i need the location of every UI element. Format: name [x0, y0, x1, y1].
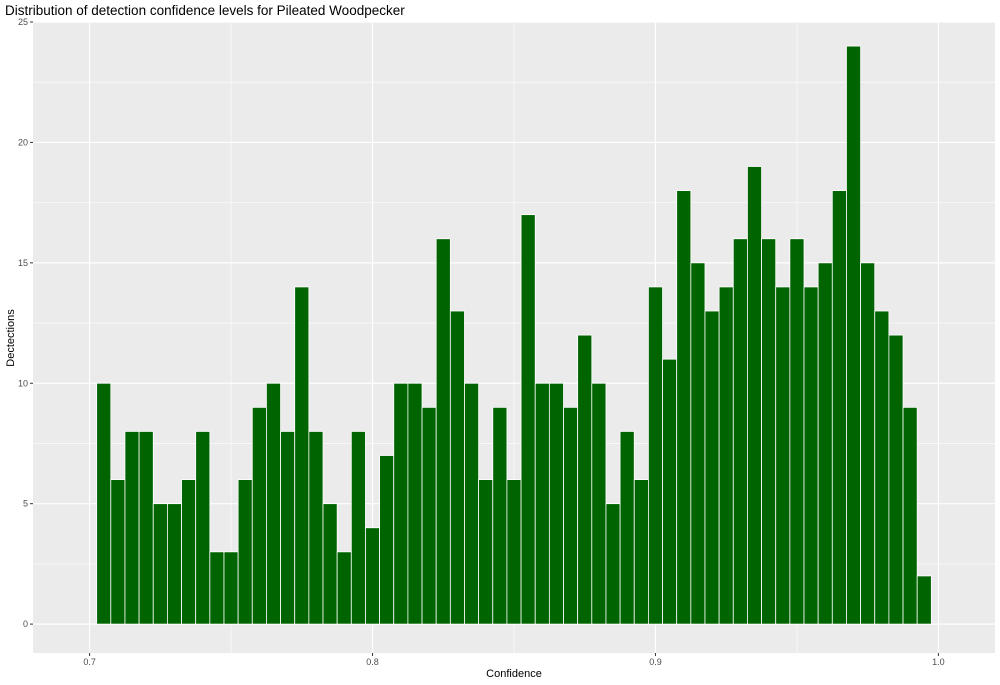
histogram-bar	[96, 382, 112, 625]
histogram-bar	[336, 551, 352, 625]
histogram-bar	[322, 503, 338, 625]
histogram-bar	[831, 190, 847, 625]
histogram-bar	[308, 431, 324, 625]
histogram-bar	[110, 479, 126, 625]
histogram-bar	[266, 382, 281, 625]
chart-title: Distribution of detection confidence lev…	[5, 3, 405, 18]
y-tick-label: 25	[18, 17, 28, 27]
histogram-bar	[506, 479, 522, 625]
histogram-bar	[789, 238, 805, 625]
x-axis-title: Confidence	[486, 668, 542, 680]
histogram-bar	[379, 455, 395, 625]
histogram-bar	[563, 406, 579, 625]
histogram-bar	[662, 358, 678, 625]
histogram-bar	[747, 166, 762, 625]
histogram-bar	[803, 286, 819, 625]
histogram-bar	[166, 503, 182, 625]
histogram-bar	[280, 431, 296, 625]
y-tick-label: 15	[18, 258, 28, 268]
y-tick-label: 5	[23, 499, 28, 509]
histogram-bar	[350, 431, 366, 625]
histogram-bar	[874, 310, 890, 625]
histogram-bar	[464, 382, 480, 625]
x-tick-label: 0.9	[649, 657, 662, 667]
histogram-bar	[718, 286, 734, 625]
histogram-bar	[619, 431, 635, 625]
x-tick-label: 1.0	[932, 657, 945, 667]
histogram-bar	[152, 503, 168, 625]
histogram-bar	[209, 551, 225, 625]
histogram-bar	[195, 431, 211, 625]
histogram-bar	[548, 382, 564, 625]
histogram-bar	[916, 575, 932, 625]
histogram-bar	[732, 238, 748, 625]
histogram-bar	[435, 238, 451, 625]
y-tick-label: 0	[23, 619, 28, 629]
histogram-bar	[761, 238, 777, 625]
histogram-bar	[181, 479, 197, 625]
histogram-bar	[647, 286, 663, 625]
histogram-bar	[365, 527, 381, 625]
histogram-bar	[138, 431, 154, 625]
y-tick-label: 20	[18, 137, 28, 147]
x-tick-label: 0.8	[366, 657, 379, 667]
x-tick-label: 0.7	[83, 657, 96, 667]
histogram-bar	[393, 382, 409, 625]
histogram-bar	[534, 382, 550, 625]
y-tick-label: 10	[18, 378, 28, 388]
x-axis-ticks: 0.7 0.8 0.9 1.0	[83, 653, 945, 667]
histogram-bar	[421, 406, 437, 625]
histogram-bar	[888, 334, 904, 625]
histogram-bar	[478, 479, 494, 625]
histogram-bar	[775, 286, 791, 625]
histogram-bar	[407, 382, 423, 625]
histogram-bar	[817, 262, 833, 625]
histogram-bar	[676, 190, 692, 625]
histogram-bar	[704, 310, 720, 625]
histogram-bar	[577, 334, 593, 625]
histogram-bar	[237, 479, 253, 625]
histogram-bar	[690, 262, 706, 625]
histogram-bar	[492, 406, 508, 625]
histogram-bar	[251, 406, 267, 625]
bars	[96, 45, 932, 625]
y-axis-title: Dectections	[5, 309, 17, 367]
histogram-bar	[294, 286, 310, 625]
histogram-bar	[605, 503, 621, 625]
histogram-bar	[124, 431, 140, 625]
histogram-bar	[449, 310, 465, 625]
histogram-bar	[846, 45, 862, 625]
histogram-bar	[520, 214, 536, 625]
histogram-bar	[860, 262, 876, 625]
histogram-bar	[902, 406, 918, 625]
histogram-bar	[591, 382, 607, 625]
histogram-bar	[223, 551, 239, 625]
histogram-bar	[633, 479, 649, 625]
y-axis-ticks: 0 5 10 15 20 25	[18, 17, 33, 629]
